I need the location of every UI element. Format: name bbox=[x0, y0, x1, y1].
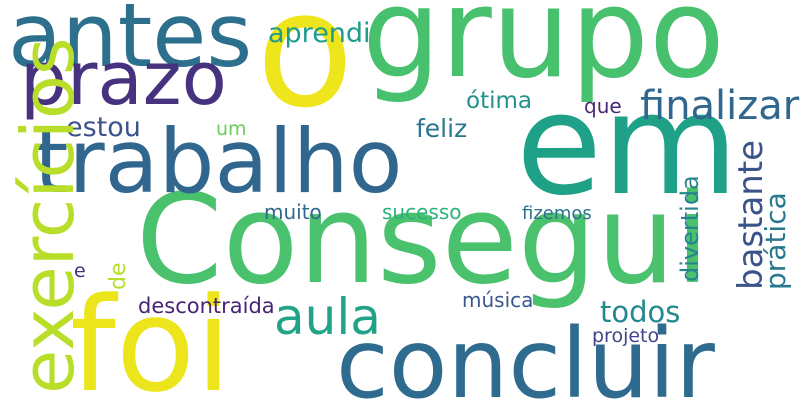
word-um: música bbox=[462, 288, 534, 312]
word-descontraida: fizemos bbox=[522, 203, 592, 224]
word-aprendi: de bbox=[106, 262, 131, 291]
word-feliz: estou bbox=[66, 112, 141, 143]
word-consegui: Consegui bbox=[136, 168, 710, 312]
word-que: um bbox=[216, 118, 247, 140]
word-concluir: concluir bbox=[336, 308, 715, 400]
word-finalizar: aula bbox=[274, 288, 381, 346]
word-em: em bbox=[516, 64, 739, 227]
word-projeto: descontraída bbox=[138, 294, 275, 318]
word-muito: feliz bbox=[416, 114, 468, 143]
word-e: que bbox=[584, 94, 622, 118]
word-estou: ótima bbox=[466, 88, 532, 114]
word-pratica: prática bbox=[759, 192, 792, 290]
word-antes: antes bbox=[8, 0, 253, 87]
word-todos: finalizar bbox=[640, 83, 800, 129]
word-o: o bbox=[256, 0, 354, 143]
word-sucesso: muito bbox=[264, 200, 322, 224]
word-divertida: divertida bbox=[676, 175, 704, 282]
word-otima: aprendi bbox=[268, 18, 371, 49]
word-prazo: prazo bbox=[20, 36, 227, 122]
word-fizemos: sucesso bbox=[382, 200, 462, 224]
word-foi: foi bbox=[70, 269, 232, 400]
word-aula: exercícios bbox=[6, 37, 90, 394]
word-grupo: grupo bbox=[362, 0, 725, 106]
word-musica: projeto bbox=[592, 325, 660, 347]
word-exercicios: todos bbox=[600, 295, 681, 329]
word-trabalho: trabalho bbox=[34, 110, 403, 213]
word-de: e bbox=[74, 260, 86, 282]
